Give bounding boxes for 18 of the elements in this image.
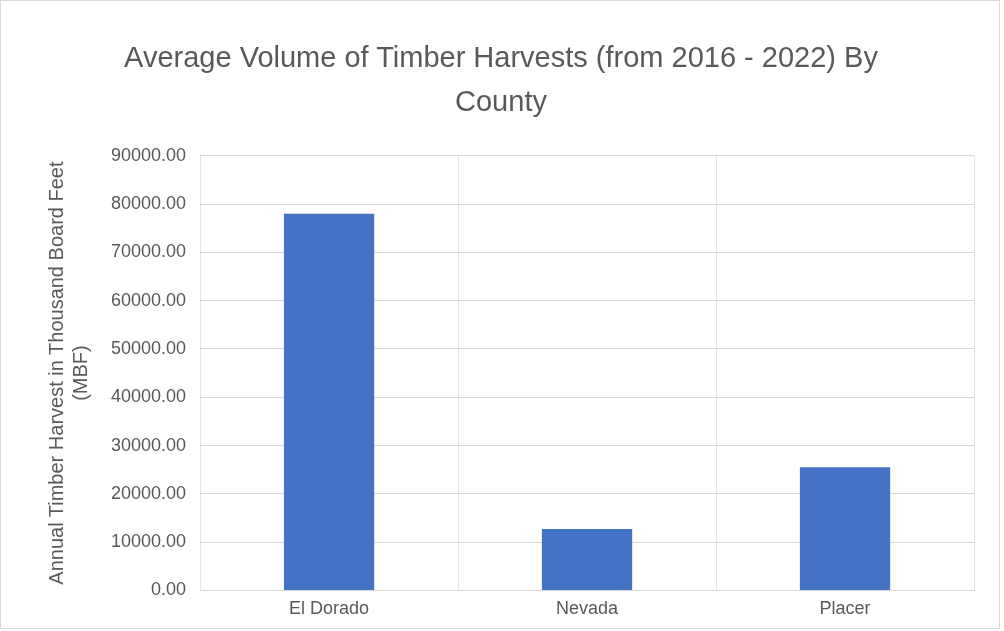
- bar: [283, 213, 375, 590]
- y-tick-label: 40000.00: [111, 386, 187, 407]
- y-tick-label: 0.00: [151, 579, 187, 600]
- y-tick-label: 30000.00: [111, 434, 187, 455]
- y-tick-label: 20000.00: [111, 482, 187, 503]
- x-tick-label: Nevada: [556, 598, 620, 619]
- x-tick-label: El Dorado: [289, 598, 370, 619]
- bar: [799, 467, 891, 590]
- y-tick-label: 10000.00: [111, 531, 187, 552]
- chart-title: Average Volume of Timber Harvests (from 2016 - 2022) By County: [123, 40, 879, 119]
- y-tick-label: 70000.00: [111, 241, 187, 262]
- y-axis-title: Annual Timber Harvest in Thousand Board Feet (MBF): [44, 161, 91, 585]
- x-tick-label: Placer: [819, 598, 871, 619]
- bar: [541, 529, 633, 590]
- y-tick-label: 60000.00: [111, 289, 187, 310]
- y-tick-label: 80000.00: [111, 193, 187, 214]
- y-tick-label: 50000.00: [111, 337, 187, 358]
- y-tick-label: 90000.00: [111, 144, 187, 165]
